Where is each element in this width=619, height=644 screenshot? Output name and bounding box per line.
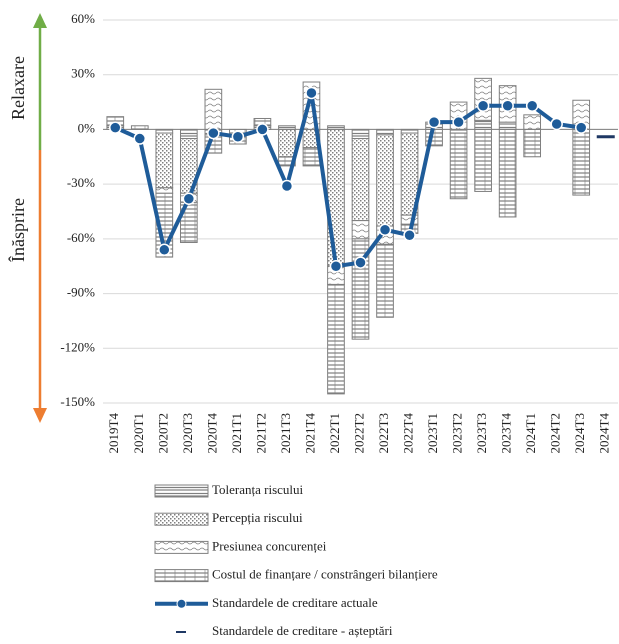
x-tick-label: 2019T4 <box>106 413 121 454</box>
annotation: Înăsprire <box>7 198 28 262</box>
bar-segment <box>498 121 517 130</box>
bar-segment <box>523 114 542 130</box>
bar-segment <box>474 128 492 192</box>
bar-segment <box>449 132 468 200</box>
bar-segment <box>376 134 394 227</box>
x-tick-label: 2023T3 <box>474 413 489 453</box>
bar-segment <box>376 243 394 318</box>
bar-segment <box>302 147 321 167</box>
line-marker <box>329 259 343 273</box>
bar-segment <box>278 128 296 158</box>
line-marker <box>256 123 269 136</box>
line-marker <box>109 121 122 134</box>
bar-segment <box>327 125 345 130</box>
x-tick-label: 2024T3 <box>572 413 587 453</box>
line-marker <box>525 99 539 112</box>
y-tick-label: 0% <box>78 120 96 135</box>
legend-swatch <box>154 569 209 583</box>
bar-segment <box>351 220 370 240</box>
bar-segment <box>155 187 174 194</box>
line-marker <box>427 115 441 129</box>
bar-segment <box>327 128 345 267</box>
side-arrows <box>33 13 47 423</box>
bar-segment <box>400 128 419 134</box>
x-tick-label: 2023T1 <box>425 413 440 453</box>
x-tick-label: 2022T4 <box>401 413 416 454</box>
bar-segment <box>278 125 296 130</box>
legend-swatch <box>154 540 209 554</box>
line-marker <box>158 243 171 257</box>
x-tick-label: 2021T2 <box>253 413 268 453</box>
legend-label: Costul de finanțare / constrângeri bilan… <box>212 567 438 582</box>
bar-segment <box>155 132 174 189</box>
line-marker <box>182 192 196 205</box>
x-tick-label: 2023T4 <box>499 413 514 454</box>
bar-segment <box>351 138 370 222</box>
y-tick-label: -90% <box>67 285 95 300</box>
x-tick-label: 2023T2 <box>450 413 465 453</box>
x-tick-label: 2024T1 <box>523 413 538 453</box>
line-marker <box>133 132 147 145</box>
bar-segment <box>179 128 198 140</box>
line-marker <box>476 99 490 112</box>
x-tick-label: 2022T3 <box>376 413 391 453</box>
y-tick-label: -60% <box>67 230 95 245</box>
line-marker <box>231 130 245 143</box>
line-marker <box>452 115 465 129</box>
bar-segment <box>498 128 517 218</box>
bar-segment <box>327 283 345 395</box>
x-tick-label: 2021T3 <box>278 413 293 453</box>
x-tick-label: 2020T4 <box>204 413 219 454</box>
legend-swatch <box>176 598 187 609</box>
line-marker <box>574 121 588 134</box>
line-marker <box>305 86 318 100</box>
line-marker <box>403 228 416 242</box>
bar-segment <box>155 128 174 134</box>
y-tick-label: 30% <box>71 66 95 81</box>
x-tick-label: 2020T3 <box>180 413 195 453</box>
bar-segment <box>523 128 542 158</box>
legend-label: Presiunea concurenței <box>212 538 327 553</box>
x-tick-label: 2022T2 <box>351 413 366 453</box>
line-marker <box>550 117 563 131</box>
line-marker <box>354 256 367 269</box>
legend-label: Toleranța riscului <box>212 482 304 497</box>
x-tick-label: 2024T2 <box>548 413 563 453</box>
x-tick-label: 2024T4 <box>597 413 612 454</box>
x-tick-label: 2022T1 <box>327 413 342 453</box>
x-tick-label: 2020T2 <box>155 413 170 453</box>
bar-segment <box>130 125 149 130</box>
bar-segment <box>204 88 223 130</box>
legend-label: Percepția riscului <box>212 510 303 525</box>
line-marker <box>501 99 514 112</box>
legend-label: Standardele de creditare actuale <box>212 595 378 610</box>
line-marker <box>207 126 220 140</box>
bar-segment <box>474 119 492 130</box>
bar-segment <box>474 77 492 121</box>
y-tick-label: -150% <box>60 394 95 409</box>
line-marker <box>378 223 392 236</box>
bar-segment <box>351 128 370 140</box>
bar-segment <box>376 128 394 136</box>
y-tick-label: -30% <box>67 175 95 190</box>
legend-swatch <box>154 484 209 498</box>
annotation: Relaxare <box>8 56 28 120</box>
x-tick-label: 2021T4 <box>302 413 317 454</box>
bar-segment <box>572 128 591 196</box>
y-tick-label: 60% <box>71 11 95 26</box>
line-marker <box>280 179 294 193</box>
legend-swatch <box>154 512 209 526</box>
x-tick-label: 2020T1 <box>131 413 146 453</box>
y-tick-label: -120% <box>60 339 95 354</box>
bar-segment <box>449 128 468 134</box>
legend-label: Standardele de creditare - așteptări <box>212 623 393 638</box>
x-tick-label: 2021T1 <box>229 413 244 453</box>
